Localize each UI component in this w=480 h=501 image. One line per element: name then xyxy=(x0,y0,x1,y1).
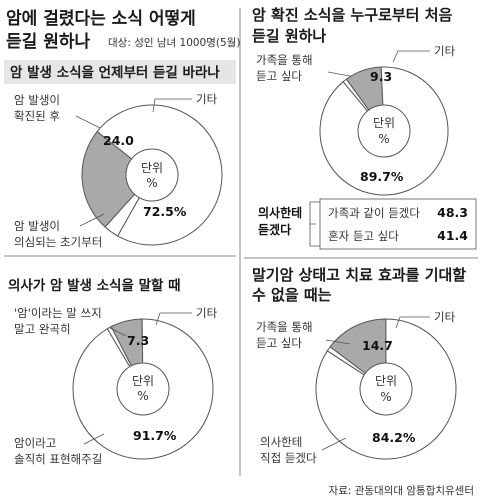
chart1-slice1-value: 24.0 xyxy=(103,133,134,148)
chart3-slice-3 xyxy=(342,78,370,112)
chart4-slice1-value: 14.7 xyxy=(362,338,393,353)
chart2-slice-2 xyxy=(72,318,214,460)
chart3-slice2-label-l2: 듣겠다 xyxy=(258,222,291,237)
chart2-slice1-label-l2: 말고 완곡히 xyxy=(14,322,71,336)
chart4-slice1-label-l2: 듣고 싶다 xyxy=(256,336,302,350)
chart3-breakdown-2-value: 41.4 xyxy=(437,228,468,243)
chart1-unit-l1: 단위 xyxy=(141,161,163,175)
chart3-slice2-value: 89.7% xyxy=(360,169,404,184)
chart2-pie xyxy=(72,318,214,460)
chart2-slice3-label: 기타 xyxy=(196,306,218,320)
chart1-slice-3 xyxy=(104,193,140,237)
chart1-slice-1 xyxy=(81,130,136,228)
chart2-leader-slice1 xyxy=(109,327,127,337)
chart2-slice2-label-l2: 솔직히 표현해주길 xyxy=(14,452,102,466)
chart4-slice2-label-l1: 의사한테 xyxy=(260,435,302,449)
chart2-slice1-label-l1: '암'이라는 말 쓰지 xyxy=(14,306,102,320)
chart4-leader-slice3 xyxy=(395,316,430,329)
chart3-breakdown-bracket xyxy=(309,201,320,247)
chart4-slice-3 xyxy=(326,346,366,376)
chart4-title-l2: 수 없을 때는 xyxy=(252,286,332,304)
chart1-slice1-label-l2: 확진된 후 xyxy=(14,109,60,123)
chart2-unit-l1: 단위 xyxy=(132,374,154,388)
chart1-leader-slice1 xyxy=(75,115,101,129)
chart2-slice2-label-l1: 암이라고 xyxy=(14,436,56,450)
source-note: 자료: 관동대의대 암통합치유센터 xyxy=(329,485,474,497)
chart2-slice-3 xyxy=(106,325,132,368)
chart3-slice2-label-l1: 의사한테 xyxy=(258,205,302,220)
chart1-title-bar xyxy=(4,60,236,84)
chart1-slice2-label-l1: 암 발생이 xyxy=(14,219,60,233)
chart1-leader-slice3 xyxy=(152,98,192,113)
chart1-unit-l2: % xyxy=(146,176,157,190)
chart1-leader-slice2 xyxy=(79,213,105,227)
chart2-title: 의사가 암 발생 소식을 말할 때 xyxy=(8,277,181,294)
chart3-slice1-label-l2: 듣고 싶다 xyxy=(256,69,302,83)
chart1-slice-2 xyxy=(96,104,223,246)
chart1-title: 암 발생 소식을 언제부터 듣길 바라나 xyxy=(10,64,220,81)
chart2-leader-slice3 xyxy=(155,312,192,326)
chart3-breakdown-1-value: 48.3 xyxy=(437,205,468,220)
chart2-slice2-value: 91.7% xyxy=(133,428,177,443)
chart3-slice3-label: 기타 xyxy=(434,44,456,58)
chart3-breakdown-2-label: 혼자 듣고 싶다 xyxy=(328,229,399,243)
chart3-unit-l1: 단위 xyxy=(373,116,395,130)
chart4-leader-slice1 xyxy=(325,339,351,345)
chart4-slice2-label-l2: 직접 듣겠다 xyxy=(260,451,317,465)
survey-subtitle: 대상: 성인 남녀 1000명(5월) xyxy=(108,37,240,49)
chart3-slice1-label-l1: 가족을 통해 xyxy=(256,53,313,67)
chart4-unit-l2: % xyxy=(380,390,391,404)
chart3-leader-slice1 xyxy=(327,71,351,77)
chart3-pie xyxy=(319,66,449,196)
chart4-slice2-value: 84.2% xyxy=(372,430,416,445)
chart3-breakdown-1-label: 가족과 같이 듣겠다 xyxy=(328,206,420,220)
chart4-unit-l1: 단위 xyxy=(375,374,397,388)
chart4-slice-2 xyxy=(315,318,457,460)
chart4-slice3-label: 기타 xyxy=(434,310,456,324)
chart3-unit-l2: % xyxy=(378,132,389,146)
chart1-slice3-label: 기타 xyxy=(196,92,218,106)
chart4-leader-slice2 xyxy=(321,437,347,451)
chart1-pie xyxy=(81,104,223,246)
chart3-title-l2: 듣길 원하나 xyxy=(252,27,326,45)
chart3-leader-slice3 xyxy=(392,50,430,63)
main-title-line2: 듣길 원하나 xyxy=(6,32,90,52)
chart1-slice1-label-l1: 암 발생이 xyxy=(14,93,60,107)
chart4-title-l1: 말기암 상태고 치료 효과를 기대할 xyxy=(252,266,466,284)
chart3-breakdown-box xyxy=(319,198,477,250)
chart1-slice2-label-l2: 의심되는 초기부터 xyxy=(14,235,102,249)
chart2-unit-l2: % xyxy=(137,389,148,403)
chart2-leader-slice2 xyxy=(83,433,105,445)
chart3-slice1-value: 9.3 xyxy=(370,69,392,84)
chart2-slice1-value: 7.3 xyxy=(127,333,149,348)
chart3-slice-2 xyxy=(319,66,449,196)
chart4-pie xyxy=(315,318,457,460)
chart1-slice2-value: 72.5% xyxy=(143,204,187,219)
main-title-line1: 암에 걸렸다는 소식 어떻게 xyxy=(6,8,196,29)
chart3-title-l1: 암 확진 소식을 누구로부터 처음 xyxy=(252,6,452,24)
chart4-slice1-label-l1: 가족을 통해 xyxy=(256,320,313,334)
